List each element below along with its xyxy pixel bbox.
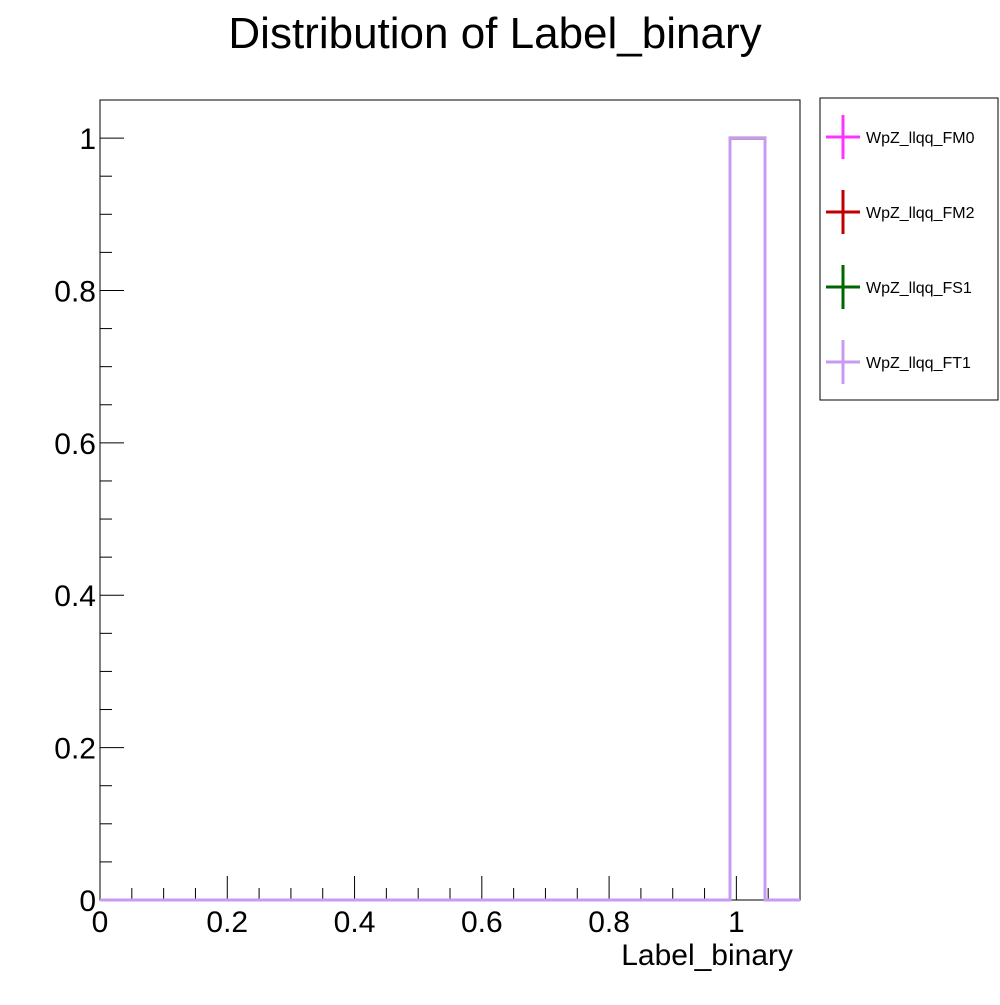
x-tick-label: 0.4 [334, 906, 376, 939]
y-tick-label: 0.2 [54, 733, 96, 766]
plot-area: 0 0.2 0.4 0.6 0.8 1 0 0.2 0.4 0.6 0.8 1 [54, 99, 801, 939]
histogram-series-0 [100, 136, 800, 902]
y-tick-label: 0.4 [54, 580, 96, 613]
x-axis-label: Label_binary [621, 939, 793, 972]
plot-frame [99, 99, 801, 901]
histogram-series-2 [100, 136, 800, 902]
histogram-series-1 [100, 136, 800, 902]
y-tick-label: 0.8 [54, 275, 96, 308]
y-tick-label: 1 [79, 123, 96, 156]
legend-label: WpZ_llqq_FM2 [866, 205, 975, 222]
chart-title: Distribution of Label_binary [228, 9, 761, 58]
x-tick-label: 0.8 [588, 906, 630, 939]
y-tick-label: 0 [79, 885, 96, 918]
x-tick-label: 0.2 [206, 906, 248, 939]
x-tick-label: 0.6 [461, 906, 503, 939]
x-tick-label: 1 [728, 906, 745, 939]
histogram-series-3 [100, 136, 800, 902]
legend-label: WpZ_llqq_FM0 [866, 130, 975, 147]
y-tick-label: 0.6 [54, 428, 96, 461]
legend-label: WpZ_llqq_FS1 [866, 280, 972, 297]
legend: WpZ_llqq_FM0 WpZ_llqq_FM2 WpZ_llqq_FS1 WpZ_… [819, 97, 999, 401]
legend-label: WpZ_llqq_FT1 [866, 355, 971, 372]
x-tick-label: 0 [92, 906, 109, 939]
legend-box [819, 97, 999, 401]
